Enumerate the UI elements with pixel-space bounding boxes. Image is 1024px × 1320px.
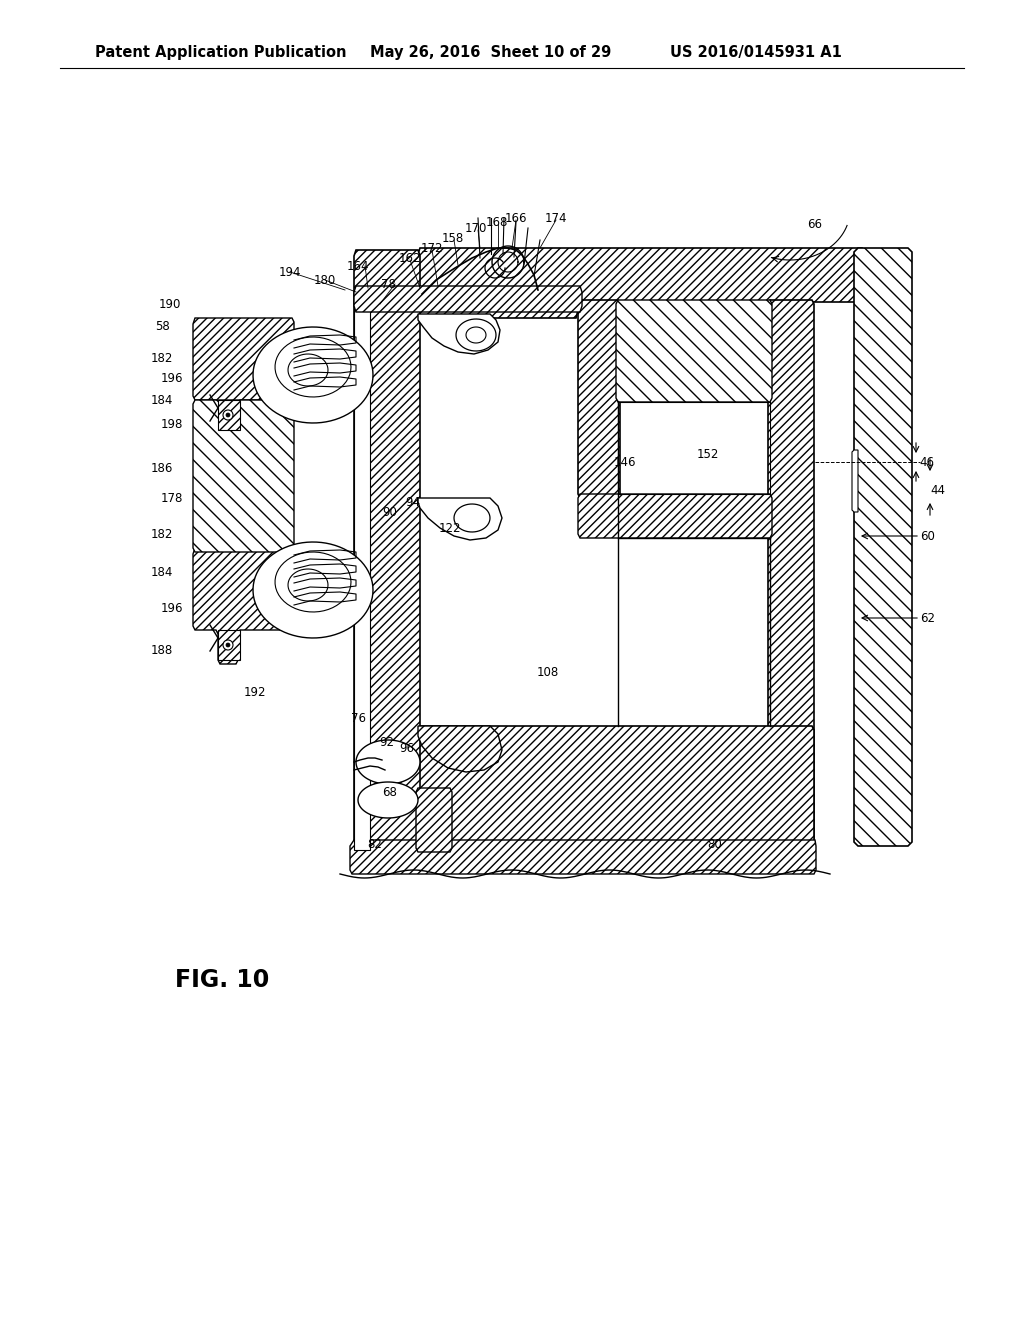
Text: 158: 158 bbox=[442, 231, 464, 244]
Polygon shape bbox=[275, 337, 351, 397]
Text: 172: 172 bbox=[421, 242, 443, 255]
Text: 164: 164 bbox=[347, 260, 370, 272]
Text: 196: 196 bbox=[161, 371, 183, 384]
Polygon shape bbox=[193, 548, 294, 664]
Text: 44: 44 bbox=[931, 483, 945, 496]
Polygon shape bbox=[354, 286, 582, 312]
Text: 78: 78 bbox=[381, 277, 395, 290]
Text: 174: 174 bbox=[545, 211, 567, 224]
Polygon shape bbox=[418, 314, 500, 354]
Polygon shape bbox=[768, 300, 814, 846]
Text: 68: 68 bbox=[383, 787, 397, 800]
Text: 170: 170 bbox=[465, 222, 487, 235]
Text: Patent Application Publication: Patent Application Publication bbox=[95, 45, 346, 59]
Text: 184: 184 bbox=[151, 393, 173, 407]
Text: 66: 66 bbox=[808, 219, 822, 231]
Text: 62: 62 bbox=[921, 611, 936, 624]
Text: 168: 168 bbox=[485, 215, 508, 228]
Text: 90: 90 bbox=[383, 507, 397, 520]
Polygon shape bbox=[356, 741, 420, 784]
Text: 194: 194 bbox=[279, 265, 301, 279]
Text: 96: 96 bbox=[399, 742, 415, 755]
Text: 162: 162 bbox=[398, 252, 421, 264]
Polygon shape bbox=[456, 319, 496, 351]
Text: 76: 76 bbox=[350, 711, 366, 725]
Circle shape bbox=[223, 640, 233, 649]
Text: 166: 166 bbox=[505, 211, 527, 224]
Text: May 26, 2016  Sheet 10 of 29: May 26, 2016 Sheet 10 of 29 bbox=[370, 45, 611, 59]
Polygon shape bbox=[288, 354, 328, 385]
Text: 46: 46 bbox=[920, 455, 935, 469]
Polygon shape bbox=[218, 630, 240, 660]
Text: 152: 152 bbox=[696, 449, 719, 462]
Polygon shape bbox=[253, 543, 373, 638]
Circle shape bbox=[223, 411, 233, 420]
Text: 94: 94 bbox=[406, 496, 421, 510]
Polygon shape bbox=[852, 450, 858, 512]
Text: 108: 108 bbox=[537, 665, 559, 678]
Text: 122: 122 bbox=[438, 521, 461, 535]
Polygon shape bbox=[418, 498, 502, 540]
Polygon shape bbox=[253, 327, 373, 422]
Text: 182: 182 bbox=[151, 351, 173, 364]
Text: 196: 196 bbox=[161, 602, 183, 615]
Polygon shape bbox=[578, 494, 772, 539]
Circle shape bbox=[226, 413, 230, 417]
Text: 184: 184 bbox=[151, 565, 173, 578]
Polygon shape bbox=[466, 327, 486, 343]
Circle shape bbox=[226, 643, 230, 647]
Text: 146: 146 bbox=[613, 455, 636, 469]
Polygon shape bbox=[854, 248, 912, 846]
Text: 182: 182 bbox=[151, 528, 173, 541]
Text: 190: 190 bbox=[159, 298, 181, 312]
Polygon shape bbox=[454, 504, 490, 532]
Polygon shape bbox=[418, 726, 502, 772]
Polygon shape bbox=[193, 318, 294, 434]
Text: 60: 60 bbox=[921, 529, 936, 543]
Text: 178: 178 bbox=[161, 491, 183, 504]
Polygon shape bbox=[354, 249, 420, 855]
Text: 198: 198 bbox=[161, 418, 183, 432]
Polygon shape bbox=[288, 569, 328, 601]
Text: US 2016/0145931 A1: US 2016/0145931 A1 bbox=[670, 45, 842, 59]
Text: 186: 186 bbox=[151, 462, 173, 474]
Text: 82: 82 bbox=[368, 838, 382, 851]
Text: 180: 180 bbox=[314, 273, 336, 286]
Text: 58: 58 bbox=[155, 321, 169, 334]
Polygon shape bbox=[350, 840, 816, 874]
Text: 80: 80 bbox=[708, 838, 722, 851]
Polygon shape bbox=[218, 400, 240, 430]
Text: 92: 92 bbox=[380, 735, 394, 748]
Polygon shape bbox=[616, 300, 772, 403]
Polygon shape bbox=[193, 400, 294, 552]
Polygon shape bbox=[418, 726, 814, 850]
Polygon shape bbox=[578, 300, 620, 498]
Polygon shape bbox=[416, 788, 452, 851]
Text: 188: 188 bbox=[151, 644, 173, 656]
Polygon shape bbox=[354, 290, 370, 850]
Polygon shape bbox=[418, 248, 868, 318]
Polygon shape bbox=[358, 781, 418, 818]
Text: FIG. 10: FIG. 10 bbox=[175, 968, 269, 993]
Text: 192: 192 bbox=[244, 685, 266, 698]
Polygon shape bbox=[275, 552, 351, 612]
